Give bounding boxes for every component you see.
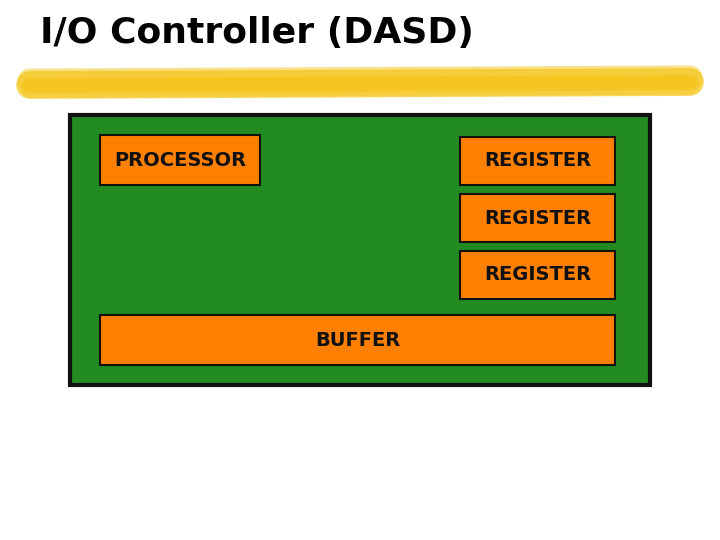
Bar	[100, 315, 615, 365]
Text: REGISTER: REGISTER	[484, 208, 591, 227]
Text: PROCESSOR: PROCESSOR	[114, 151, 246, 170]
Text: BUFFER: BUFFER	[315, 330, 400, 349]
Bar	[460, 137, 615, 185]
Bar	[100, 135, 260, 185]
Bar	[460, 251, 615, 299]
Text: I/O Controller (DASD): I/O Controller (DASD)	[40, 16, 474, 50]
Text: REGISTER: REGISTER	[484, 266, 591, 285]
Bar	[70, 115, 650, 385]
Text: REGISTER: REGISTER	[484, 152, 591, 171]
Bar	[460, 194, 615, 242]
